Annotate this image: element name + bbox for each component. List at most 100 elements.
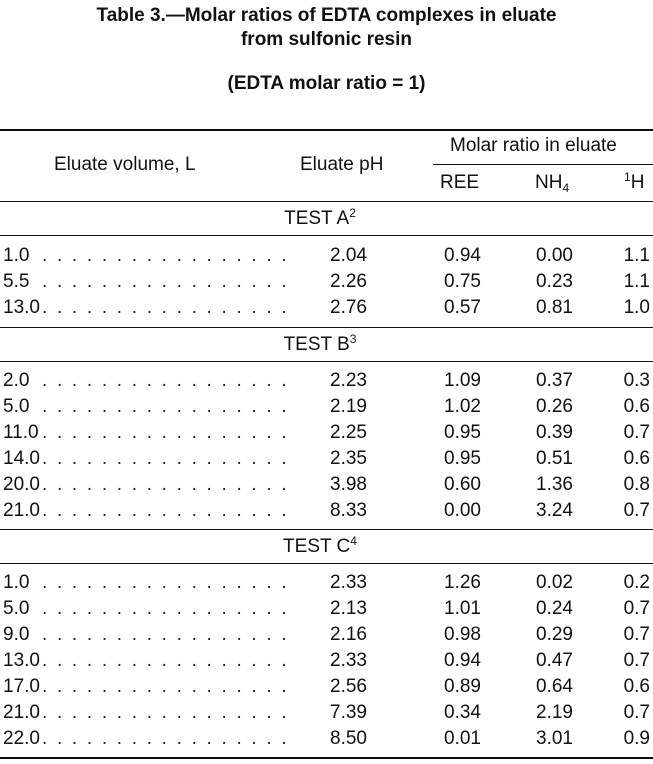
table-title: Table 3.—Molar ratios of EDTA complexes … — [0, 4, 653, 52]
cell-nh4: 0.51 — [536, 448, 573, 469]
header-nh4-main: NH — [535, 172, 563, 193]
header-ree: REE — [440, 172, 480, 193]
test-b-label: TEST B3 — [240, 332, 400, 356]
leader-dots: . . . . . . . . . . . . . . . . . — [42, 676, 289, 697]
cell-ree: 1.09 — [444, 370, 481, 391]
cell-ree: 0.01 — [444, 728, 481, 749]
table-row: 13.0 . . . . . . . . . . . . . . . . . 2… — [0, 297, 653, 319]
cell-nh4: 3.24 — [536, 500, 573, 521]
leader-dots: . . . . . . . . . . . . . . . . . — [42, 271, 289, 292]
leader-dots: . . . . . . . . . . . . . . . . . — [42, 396, 289, 417]
table-row: 5.0 . . . . . . . . . . . . . . . . . 2.… — [0, 396, 653, 418]
cell-nh4: 0.37 — [536, 370, 573, 391]
cell-ree: 1.26 — [444, 572, 481, 593]
table-row: 11.0 . . . . . . . . . . . . . . . . . 2… — [0, 422, 653, 444]
cell-ph: 2.16 — [330, 624, 367, 645]
cell-volume: 1.0 — [3, 572, 30, 593]
cell-h: 0.7 — [623, 624, 650, 645]
leader-dots: . . . . . . . . . . . . . . . . . — [42, 624, 289, 645]
test-c-label: TEST C4 — [240, 534, 400, 558]
cell-nh4: 0.00 — [536, 245, 573, 266]
table-row: 20.0 . . . . . . . . . . . . . . . . . 3… — [0, 474, 653, 496]
cell-volume: 11.0 — [3, 422, 39, 443]
molar-ratio-group-rule — [433, 164, 653, 165]
header-eluate-ph: Eluate pH — [300, 154, 384, 175]
cell-nh4: 0.29 — [536, 624, 573, 645]
cell-nh4: 0.26 — [536, 396, 573, 417]
cell-ree: 1.02 — [444, 396, 481, 417]
test-label-text: TEST B — [283, 334, 350, 355]
cell-nh4: 3.01 — [536, 728, 573, 749]
test-footnote-marker: 3 — [349, 332, 357, 346]
test-b-rule — [0, 361, 653, 362]
cell-ph: 2.76 — [330, 297, 367, 318]
cell-ree: 0.60 — [444, 474, 481, 495]
cell-volume: 20.0 — [3, 474, 40, 495]
cell-h: 1.0 — [623, 297, 650, 318]
leader-dots: . . . . . . . . . . . . . . . . . — [42, 370, 289, 391]
cell-ree: 0.94 — [444, 245, 481, 266]
header-molar-ratio-group: Molar ratio in eluate — [450, 135, 617, 156]
cell-volume: 5.0 — [3, 598, 30, 619]
cell-volume: 17.0 — [3, 676, 40, 697]
cell-ph: 2.56 — [330, 676, 367, 697]
cell-nh4: 0.24 — [536, 598, 573, 619]
cell-ph: 2.26 — [330, 271, 367, 292]
cell-ree: 0.95 — [444, 422, 481, 443]
cell-h: 1.1 — [623, 245, 650, 266]
cell-volume: 22.0 — [3, 728, 40, 749]
table-title-line-1: Table 3.—Molar ratios of EDTA complexes … — [96, 5, 557, 26]
table-row: 17.0 . . . . . . . . . . . . . . . . . 2… — [0, 676, 653, 698]
test-label-text: TEST A — [284, 208, 350, 229]
bottom-rule — [0, 757, 653, 759]
header-eluate-volume: Eluate volume, L — [54, 154, 196, 175]
cell-volume: 21.0 — [3, 500, 40, 521]
cell-h: 0.2 — [623, 572, 650, 593]
leader-dots: . . . . . . . . . . . . . . . . . — [42, 728, 289, 749]
table-title-line-2: from sulfonic resin — [240, 29, 413, 50]
table-subtitle: (EDTA molar ratio = 1) — [227, 73, 426, 94]
table-row: 14.0 . . . . . . . . . . . . . . . . . 2… — [0, 448, 653, 470]
cell-h: 0.7 — [623, 650, 650, 671]
header-h-main: H — [630, 172, 645, 193]
cell-ree: 0.98 — [444, 624, 481, 645]
table-row: 22.0 . . . . . . . . . . . . . . . . . 8… — [0, 728, 653, 750]
cell-h: 0.6 — [623, 448, 650, 469]
test-b-top-rule — [0, 327, 653, 328]
test-label-text: TEST C — [283, 536, 351, 557]
cell-nh4: 0.47 — [536, 650, 573, 671]
leader-dots: . . . . . . . . . . . . . . . . . — [42, 474, 289, 495]
cell-ph: 7.39 — [330, 702, 367, 723]
cell-ph: 2.33 — [330, 572, 367, 593]
header-nh4-subscript: 4 — [562, 181, 570, 195]
table-row: 2.0 . . . . . . . . . . . . . . . . . 2.… — [0, 370, 653, 392]
cell-nh4: 0.23 — [536, 271, 573, 292]
table-row: 1.0 . . . . . . . . . . . . . . . . . 2.… — [0, 245, 653, 267]
cell-ree: 0.00 — [444, 500, 481, 521]
header-h-superscript: 1 — [624, 170, 631, 184]
cell-nh4: 0.81 — [536, 297, 573, 318]
cell-ree: 1.01 — [444, 598, 481, 619]
cell-volume: 2.0 — [3, 370, 30, 391]
cell-h: 0.7 — [623, 422, 650, 443]
header-h: 1H — [624, 170, 645, 194]
cell-ree: 0.57 — [444, 297, 481, 318]
test-a-rule — [0, 235, 653, 236]
cell-volume: 1.0 — [3, 245, 30, 266]
leader-dots: . . . . . . . . . . . . . . . . . — [42, 572, 289, 593]
cell-h: 0.9 — [623, 728, 650, 749]
cell-volume: 14.0 — [3, 448, 40, 469]
cell-volume: 13.0 — [3, 297, 40, 318]
cell-ph: 2.33 — [330, 650, 367, 671]
cell-ree: 0.89 — [444, 676, 481, 697]
cell-ph: 2.23 — [330, 370, 367, 391]
cell-nh4: 1.36 — [536, 474, 573, 495]
leader-dots: . . . . . . . . . . . . . . . . . — [42, 297, 289, 318]
cell-h: 0.8 — [623, 474, 650, 495]
cell-ph: 8.33 — [330, 500, 367, 521]
test-c-rule — [0, 563, 653, 564]
table-row: 21.0 . . . . . . . . . . . . . . . . . 8… — [0, 500, 653, 522]
cell-h: 0.7 — [623, 702, 650, 723]
test-c-top-rule — [0, 529, 653, 530]
test-footnote-marker: 4 — [350, 534, 357, 548]
